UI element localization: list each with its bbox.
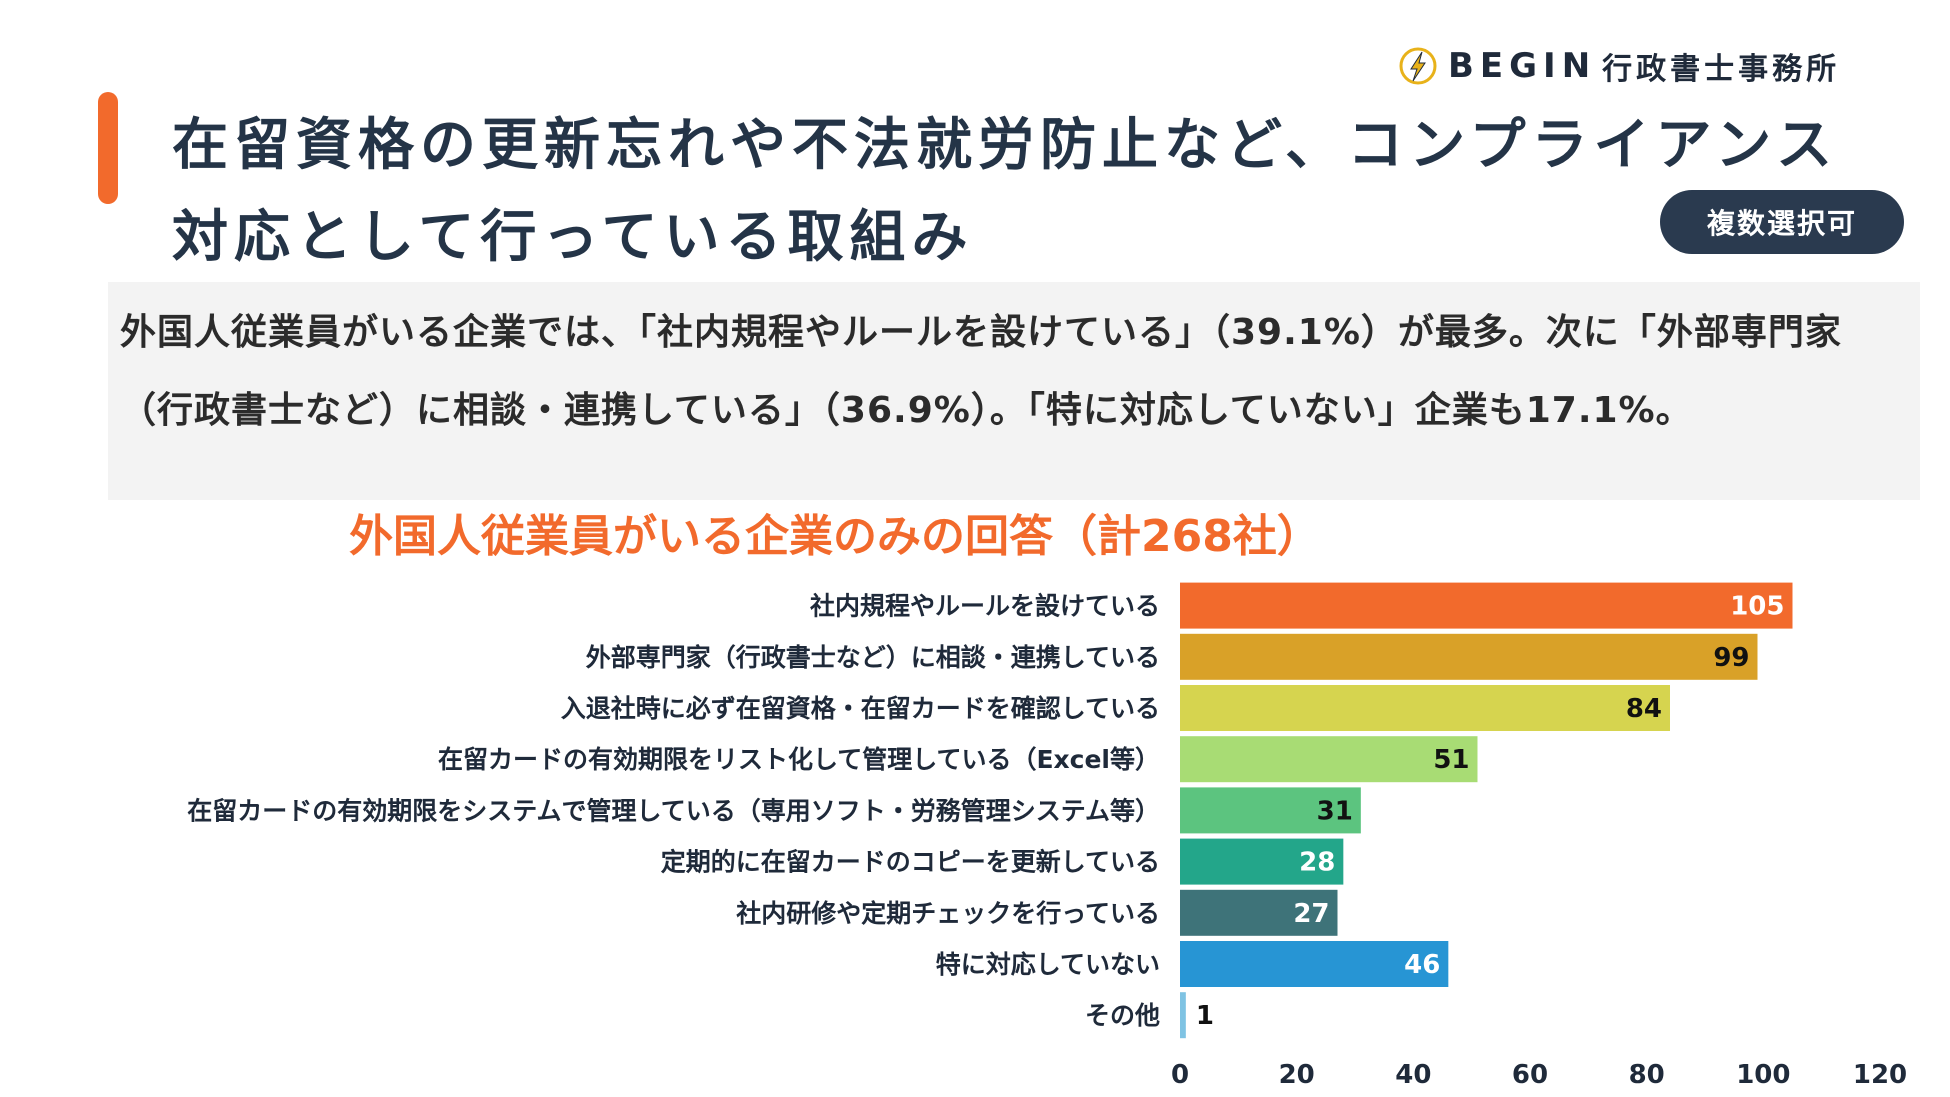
x-tick-label: 60 bbox=[1512, 1060, 1548, 1090]
title-accent-bar bbox=[98, 92, 118, 204]
bar bbox=[1180, 736, 1478, 783]
logo-suffix: 行政書士事務所 bbox=[1602, 52, 1841, 87]
category-label: 社内規程やルールを設けている bbox=[810, 592, 1160, 621]
bar bbox=[1180, 992, 1186, 1039]
bar bbox=[1180, 941, 1449, 987]
bar bbox=[1180, 582, 1793, 629]
bar bbox=[1180, 787, 1361, 834]
category-label: 外部専門家（行政書士など）に相談・連携している bbox=[586, 643, 1160, 672]
x-tick-label: 100 bbox=[1736, 1060, 1790, 1090]
x-tick-label: 120 bbox=[1853, 1060, 1907, 1090]
category-label: 特に対応していない bbox=[936, 950, 1160, 979]
brand-logo: BEGIN 行政書士事務所 bbox=[1398, 44, 1840, 88]
page-title: 在留資格の更新忘れや不法就労防止など、コンプライアンス対応として行っている取組み bbox=[172, 113, 1839, 270]
x-tick-label: 40 bbox=[1395, 1060, 1431, 1090]
value-label: 51 bbox=[1433, 745, 1469, 775]
category-label: 在留カードの有効期限をシステムで管理している（専用ソフト・労務管理システム等） bbox=[187, 796, 1160, 825]
bar bbox=[1180, 685, 1670, 731]
logo-brand: BEGIN bbox=[1448, 46, 1597, 86]
value-label: 27 bbox=[1293, 899, 1329, 929]
value-label: 105 bbox=[1730, 592, 1784, 622]
x-tick-label: 20 bbox=[1279, 1060, 1315, 1090]
summary-text: 外国人従業員がいる企業では、「社内規程やルールを設けている」（39.1%）が最多… bbox=[120, 312, 1842, 431]
value-label: 99 bbox=[1713, 643, 1749, 673]
chart-title: 外国人従業員がいる企業のみの回答（計268社） bbox=[349, 511, 1321, 562]
category-label: 入退社時に必ず在留資格・在留カードを確認している bbox=[561, 694, 1160, 723]
value-label: 1 bbox=[1196, 1001, 1214, 1031]
lightning-bolt-logo-icon bbox=[1399, 47, 1437, 85]
multiple-choice-badge: 複数選択可 bbox=[1660, 190, 1904, 254]
summary-box: 外国人従業員がいる企業では、「社内規程やルールを設けている」（39.1%）が最多… bbox=[108, 282, 1920, 500]
value-label: 46 bbox=[1404, 950, 1440, 980]
x-tick-label: 0 bbox=[1171, 1060, 1189, 1090]
bar bbox=[1180, 838, 1344, 885]
value-label: 31 bbox=[1317, 796, 1353, 826]
x-tick-label: 80 bbox=[1629, 1060, 1665, 1090]
value-label: 84 bbox=[1626, 694, 1662, 724]
category-label: 在留カードの有効期限をリスト化して管理している（Excel等） bbox=[438, 745, 1160, 774]
value-label: 28 bbox=[1299, 848, 1335, 878]
category-label: 定期的に在留カードのコピーを更新している bbox=[661, 848, 1160, 877]
category-label: その他 bbox=[1085, 1001, 1160, 1030]
bar bbox=[1180, 633, 1758, 680]
category-label: 社内研修や定期チェックを行っている bbox=[736, 899, 1160, 928]
bar bbox=[1180, 889, 1338, 936]
